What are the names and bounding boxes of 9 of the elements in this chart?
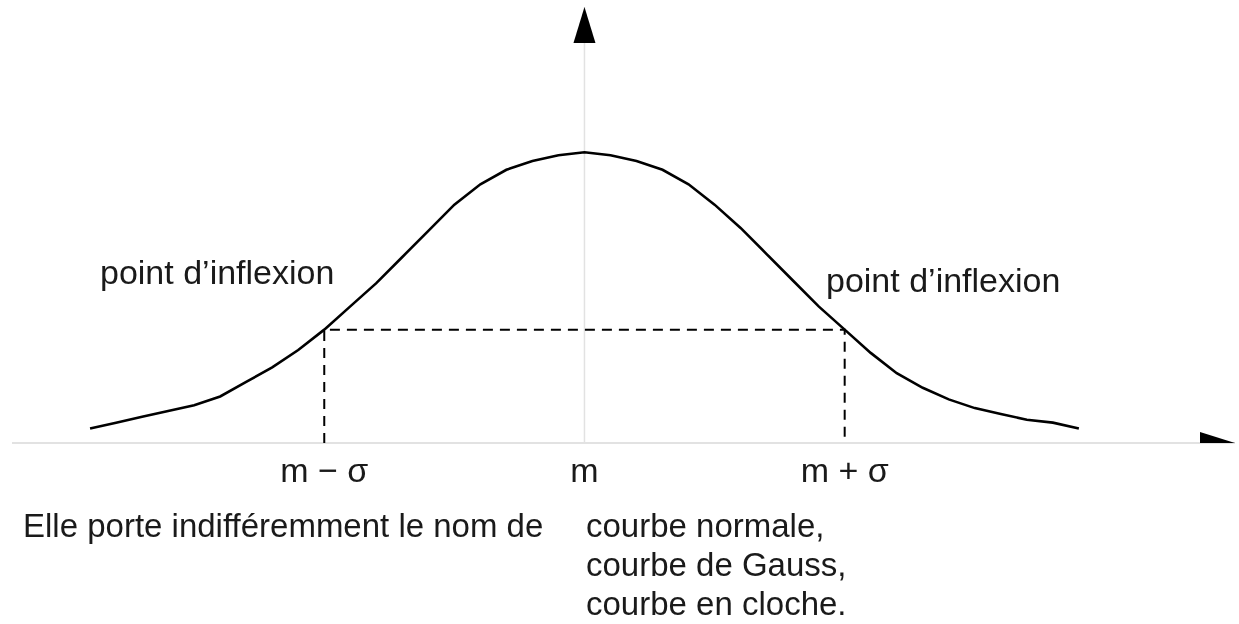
- annotation: point d’inflexion: [100, 253, 335, 291]
- text: courbe normale,: [586, 507, 825, 544]
- x-tick-label: m + σ: [800, 451, 889, 489]
- text: courbe de Gauss,: [586, 546, 847, 583]
- x-tick-label: m: [570, 451, 599, 489]
- text: courbe en cloche.: [586, 585, 847, 622]
- x-tick-label: m − σ: [280, 451, 369, 489]
- text: Elle porte indifféremment le nom de: [23, 507, 544, 544]
- annotation: point d’inflexion: [826, 261, 1061, 299]
